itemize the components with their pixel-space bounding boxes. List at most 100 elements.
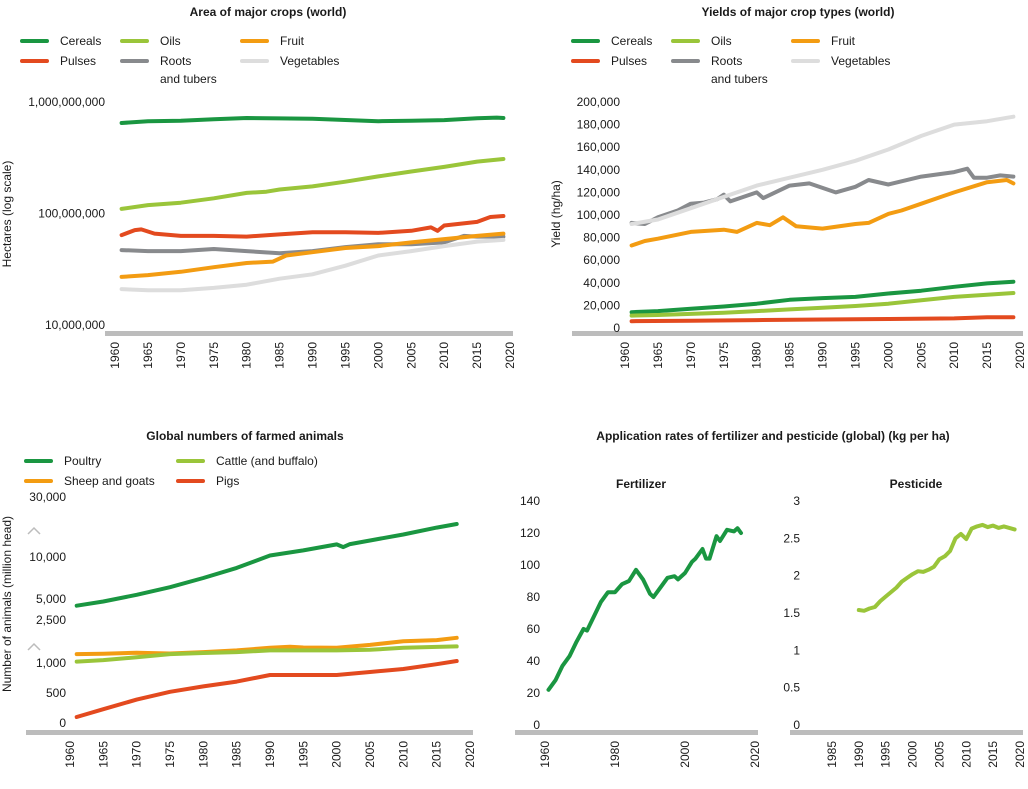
area-series-line bbox=[119, 214, 506, 239]
animals-xtick-label: 1990 bbox=[263, 741, 277, 768]
yields-ytick-label: 20,000 bbox=[583, 298, 620, 312]
pesticide-baseline bbox=[790, 730, 1023, 735]
area-series-line bbox=[119, 237, 506, 293]
yields-xtick-label: 1960 bbox=[618, 342, 632, 369]
animals-xtick-label: 2015 bbox=[430, 741, 444, 768]
legend-label: Sheep and goats bbox=[64, 474, 155, 488]
area-xtick-label: 1965 bbox=[141, 342, 155, 369]
legend-label: Roots bbox=[711, 54, 742, 68]
area-xtick-label: 2005 bbox=[404, 342, 418, 369]
area-legend: Cereals Pulses Oils Roots and tubers Fruit Veg… bbox=[20, 34, 339, 86]
area-xtick-label: 1990 bbox=[306, 342, 320, 369]
pesticide-title: Pesticide bbox=[890, 477, 943, 491]
area-xtick-label: 1980 bbox=[240, 342, 254, 369]
animals-ytick-label: 5,000 bbox=[36, 592, 66, 606]
pesticide-xtick-label: 2020 bbox=[1013, 741, 1027, 768]
yields-ytick-label: 100,000 bbox=[577, 208, 621, 222]
legend-item: Pulses bbox=[20, 54, 96, 68]
animals-ytick-label: 500 bbox=[46, 686, 66, 700]
area-xtick-label: 1975 bbox=[207, 342, 221, 369]
area-series-line bbox=[119, 115, 506, 125]
legend-item: Cattle (and buffalo) bbox=[176, 454, 318, 468]
yields-ytick-label: 60,000 bbox=[583, 253, 620, 267]
yields-baseline bbox=[572, 331, 1023, 336]
application-group-title: Application rates of fertilizer and pest… bbox=[596, 429, 949, 443]
legend-item: Fruit bbox=[240, 34, 305, 48]
animals-ytick-label: 1,000 bbox=[36, 656, 66, 670]
yields-xtick-label: 1980 bbox=[750, 342, 764, 369]
animals-xtick-label: 1985 bbox=[230, 741, 244, 768]
animals-series-line bbox=[74, 659, 459, 719]
pesticide-ytick-label: 0 bbox=[793, 718, 800, 732]
legend-item: Vegetables bbox=[240, 54, 339, 68]
legend-label: Pigs bbox=[216, 474, 239, 488]
animals-series-line bbox=[74, 635, 459, 657]
legend-item: Cereals bbox=[571, 34, 652, 48]
legend-label: Cereals bbox=[60, 34, 101, 48]
legend-label: Vegetables bbox=[831, 54, 890, 68]
legend-item: Pulses bbox=[571, 54, 647, 68]
legend-label: Cereals bbox=[611, 34, 652, 48]
fertilizer-ytick-label: 60 bbox=[527, 622, 541, 636]
legend-label: Roots bbox=[160, 54, 191, 68]
fertilizer-xtick-label: 1980 bbox=[608, 741, 622, 768]
pesticide-panel: 0 0.5 1 1.5 2 2.5 3 1985 1990 1995 2000 2005 2010 201… bbox=[783, 494, 1027, 768]
area-xtick-label: 2015 bbox=[470, 342, 484, 369]
animals-xtick-label: 1970 bbox=[130, 741, 144, 768]
fertilizer-panel: 0 20 40 60 80 100 120 140 1960 1980 2000 2020 bbox=[515, 494, 762, 768]
legend-label: Vegetables bbox=[280, 54, 339, 68]
pesticide-xtick-label: 1995 bbox=[879, 741, 893, 768]
legend-label: Poultry bbox=[64, 454, 101, 468]
yields-xtick-label: 2015 bbox=[980, 342, 994, 369]
area-xtick-label: 2000 bbox=[371, 342, 385, 369]
legend-item: Oils bbox=[671, 34, 732, 48]
area-panel: 10,000,000 100,000,000 1,000,000,000 1960 19… bbox=[28, 95, 517, 369]
yields-ytick-label: 0 bbox=[613, 321, 620, 335]
pesticide-xtick-label: 2000 bbox=[906, 741, 920, 768]
pesticide-xtick-label: 2015 bbox=[986, 741, 1000, 768]
pesticide-ytick-label: 1 bbox=[793, 643, 800, 657]
fertilizer-ytick-label: 140 bbox=[520, 494, 540, 508]
axis-break-mark bbox=[27, 526, 41, 535]
pesticide-ytick-label: 2 bbox=[793, 569, 800, 583]
area-ytick-label: 1,000,000,000 bbox=[28, 95, 105, 109]
yields-xtick-label: 1995 bbox=[848, 342, 862, 369]
animals-xtick-label: 1965 bbox=[96, 741, 110, 768]
area-xtick-label: 2010 bbox=[437, 342, 451, 369]
legend-label: and tubers bbox=[160, 72, 217, 86]
area-baseline bbox=[105, 331, 513, 336]
fertilizer-ytick-label: 100 bbox=[520, 558, 540, 572]
animals-xtick-label: 1960 bbox=[63, 741, 77, 768]
area-series-line bbox=[119, 231, 506, 279]
pesticide-series-line bbox=[856, 522, 1017, 613]
fertilizer-xtick-label: 1960 bbox=[538, 741, 552, 768]
yields-ytick-label: 120,000 bbox=[577, 185, 621, 199]
yields-xtick-label: 1975 bbox=[717, 342, 731, 369]
yields-series-line bbox=[629, 279, 1016, 315]
animals-title: Global numbers of farmed animals bbox=[146, 429, 344, 443]
yields-title: Yields of major crop types (world) bbox=[702, 5, 895, 19]
legend-item: Fruit bbox=[791, 34, 856, 48]
animals-xtick-label: 1975 bbox=[163, 741, 177, 768]
legend-label: Cattle (and buffalo) bbox=[216, 454, 318, 468]
animals-ytick-label: 0 bbox=[59, 716, 66, 730]
fertilizer-ytick-label: 0 bbox=[533, 718, 540, 732]
animals-xtick-label: 1980 bbox=[196, 741, 210, 768]
yields-xtick-label: 1965 bbox=[651, 342, 665, 369]
yields-xtick-label: 1970 bbox=[684, 342, 698, 369]
legend-item: Cereals bbox=[20, 34, 101, 48]
pesticide-xtick-label: 2005 bbox=[932, 741, 946, 768]
legend-label: Pulses bbox=[60, 54, 96, 68]
animals-series-line bbox=[74, 522, 459, 608]
fertilizer-baseline bbox=[515, 730, 758, 735]
area-series-line bbox=[119, 157, 506, 211]
pesticide-xtick-label: 1990 bbox=[852, 741, 866, 768]
legend-label: Oils bbox=[160, 34, 181, 48]
animals-legend: Poultry Sheep and goats Cattle (and buffal… bbox=[24, 454, 318, 488]
yields-ylabel: Yield (hg/ha) bbox=[549, 180, 563, 248]
animals-baseline bbox=[26, 730, 473, 735]
legend-label: Fruit bbox=[831, 34, 856, 48]
area-ytick-label: 100,000,000 bbox=[38, 207, 105, 221]
pesticide-ytick-label: 3 bbox=[793, 494, 800, 508]
